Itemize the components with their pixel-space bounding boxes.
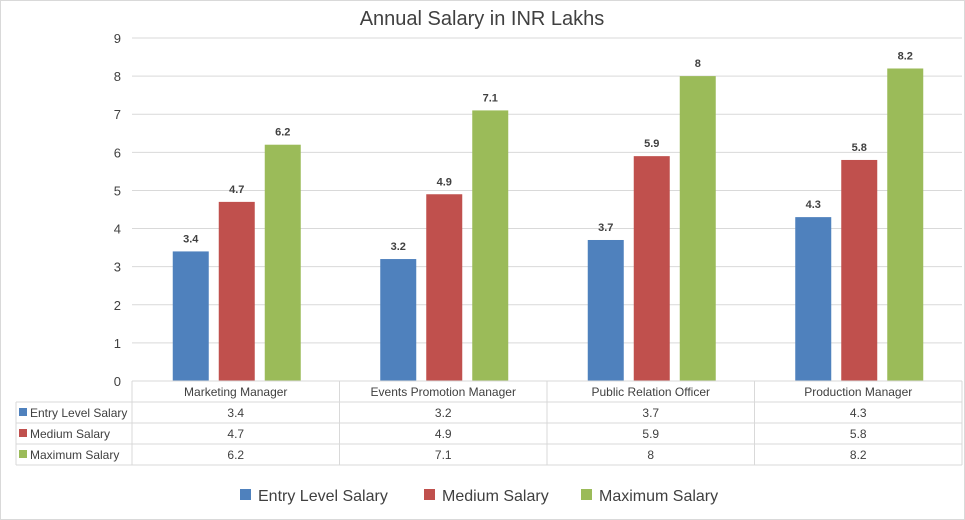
table-row-header: Maximum Salary	[30, 448, 119, 462]
y-tick-label: 7	[114, 107, 121, 122]
table-cell: 4.7	[227, 427, 244, 441]
table-row-header: Medium Salary	[30, 427, 110, 441]
y-tick-label: 6	[114, 145, 121, 160]
bar-maximum-salary	[887, 68, 924, 381]
table-cell: 4.3	[850, 406, 867, 420]
y-tick-label: 2	[114, 298, 121, 313]
data-label: 4.3	[806, 199, 821, 211]
bar-medium-salary	[841, 159, 878, 381]
bar-entry-level-salary	[380, 259, 417, 381]
table-cell: 3.2	[435, 406, 452, 420]
bar-entry-level-salary	[795, 217, 832, 381]
bar-medium-salary	[426, 194, 463, 381]
data-label: 8	[695, 58, 701, 70]
table-cell: 5.9	[642, 427, 659, 441]
legend-swatch	[424, 489, 435, 500]
bar-entry-level-salary	[587, 239, 624, 381]
data-label: 6.2	[275, 127, 290, 139]
x-category-label: Events Promotion Manager	[371, 385, 516, 399]
bar-maximum-salary	[472, 110, 509, 382]
bar-maximum-salary	[264, 144, 301, 381]
data-label: 5.9	[644, 138, 659, 150]
legend-key	[19, 429, 27, 437]
legend-swatch	[240, 489, 251, 500]
x-category-label: Marketing Manager	[184, 385, 287, 399]
x-category-label: Public Relation Officer	[592, 385, 711, 399]
y-tick-label: 4	[114, 222, 121, 237]
table-row-header: Entry Level Salary	[30, 406, 127, 420]
table-cell: 7.1	[435, 448, 452, 462]
y-tick-label: 8	[114, 69, 121, 84]
table-cell: 8.2	[850, 448, 867, 462]
bar-entry-level-salary	[172, 251, 209, 381]
table-cell: 5.8	[850, 427, 867, 441]
legend-label: Maximum Salary	[599, 488, 718, 505]
legend-swatch	[581, 489, 592, 500]
data-label: 8.2	[898, 50, 913, 62]
data-label: 4.9	[437, 176, 452, 188]
y-tick-label: 5	[114, 183, 121, 198]
data-label: 4.7	[229, 184, 244, 196]
data-label: 3.7	[598, 222, 613, 234]
table-cell: 8	[647, 448, 654, 462]
x-category-label: Production Manager	[804, 385, 912, 399]
chart-title: Annual Salary in INR Lakhs	[360, 8, 605, 30]
data-label: 3.4	[183, 233, 199, 245]
legend-key	[19, 450, 27, 458]
bar-medium-salary	[218, 201, 255, 381]
table-cell: 3.7	[642, 406, 659, 420]
y-tick-label: 3	[114, 260, 121, 275]
data-label: 3.2	[391, 241, 406, 253]
y-tick-label: 0	[114, 374, 121, 389]
bar-maximum-salary	[679, 76, 716, 381]
legend-key	[19, 408, 27, 416]
legend-label: Entry Level Salary	[258, 488, 388, 505]
table-cell: 3.4	[227, 406, 244, 420]
data-label: 5.8	[852, 142, 867, 154]
bar-medium-salary	[633, 156, 670, 381]
y-tick-label: 9	[114, 31, 121, 46]
table-cell: 4.9	[435, 427, 452, 441]
table-cell: 6.2	[227, 448, 244, 462]
y-tick-label: 1	[114, 336, 121, 351]
legend-label: Medium Salary	[442, 488, 549, 505]
data-label: 7.1	[483, 92, 498, 104]
